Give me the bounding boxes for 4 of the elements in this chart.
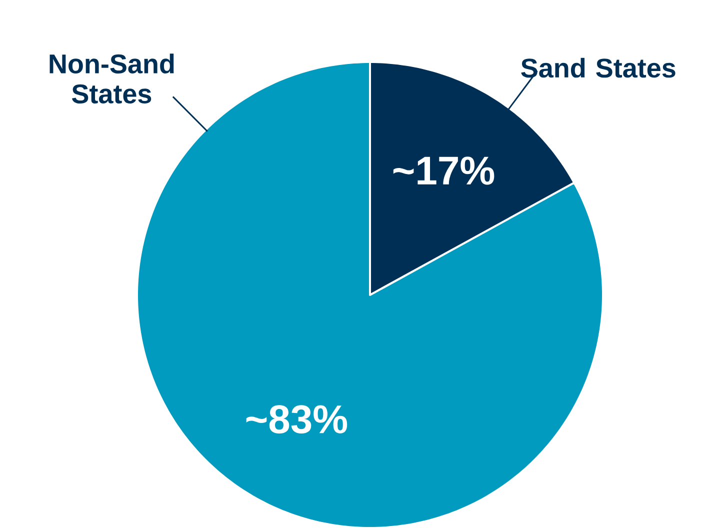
data-label: ~83% [246,405,348,434]
slice-label: Non-Sand States [50,54,174,104]
slice-label: Sand States [521,58,676,78]
data-label: ~17% [393,156,494,185]
